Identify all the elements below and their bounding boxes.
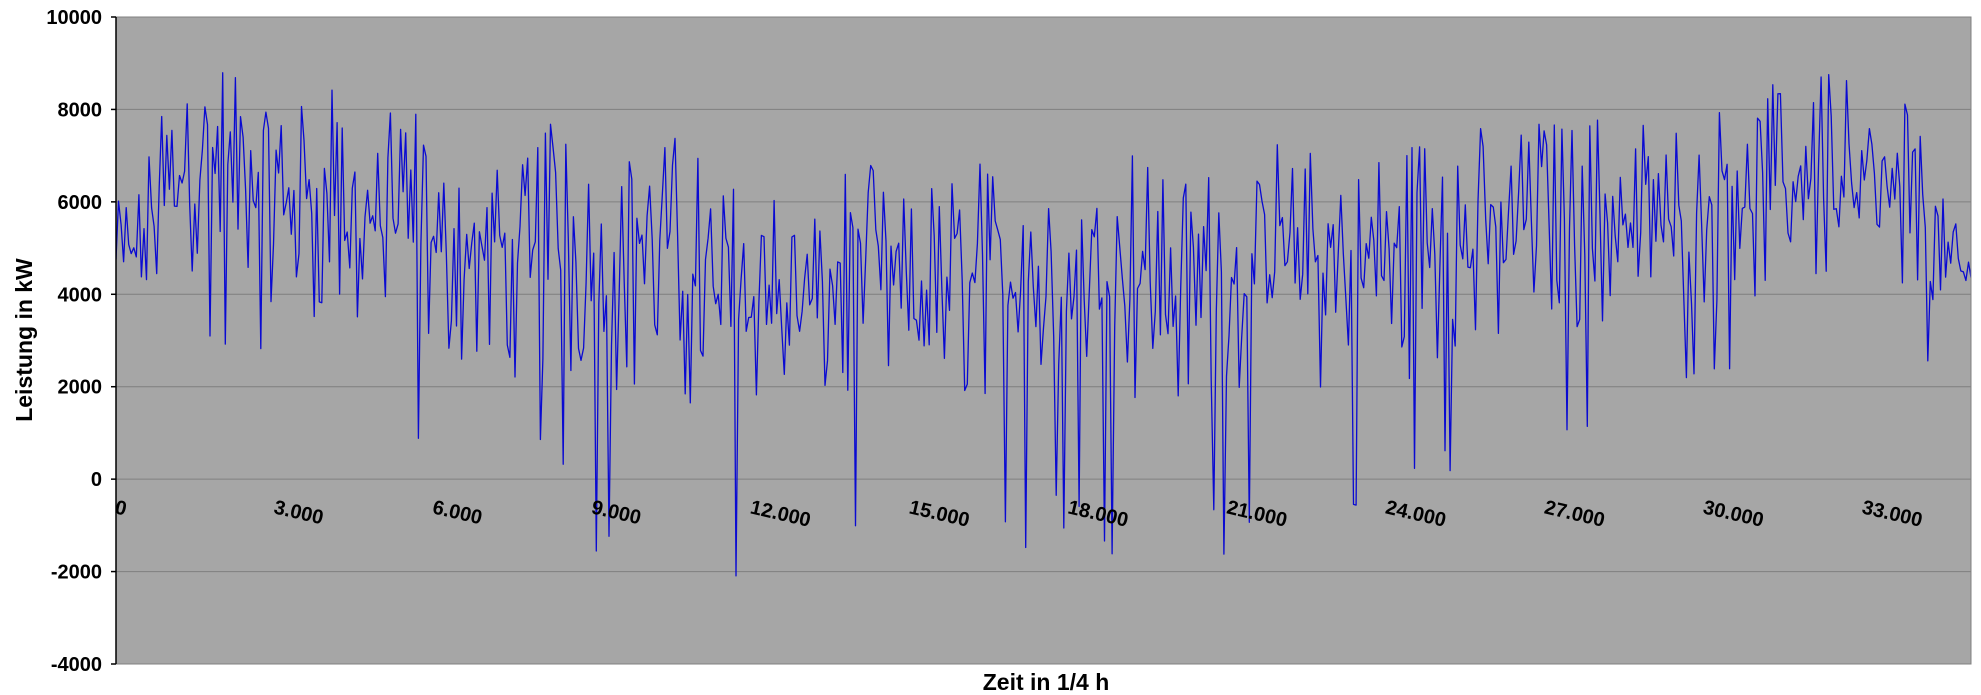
- y-tick-label: 8000: [58, 99, 103, 121]
- y-tick-label: 10000: [46, 7, 102, 29]
- y-axis-title: Leistung in kW: [11, 258, 37, 422]
- y-axis-ticks: 10000 8000 6000 4000 2000 0 -2000 -4000: [46, 7, 116, 676]
- y-tick-label: 4000: [58, 284, 103, 306]
- plot-area: [116, 17, 1971, 664]
- gridlines: [116, 108, 1971, 573]
- x-tick-label: 0: [113, 497, 129, 521]
- y-tick-label: 0: [91, 469, 102, 491]
- y-tick-label: 2000: [58, 377, 103, 399]
- power-series-line: [116, 72, 1971, 577]
- y-tick-label: -2000: [51, 562, 102, 584]
- data-series: [116, 72, 1971, 577]
- x-axis-title: Zeit in 1/4 h: [983, 669, 1110, 695]
- y-tick-label: -4000: [51, 654, 102, 676]
- y-tick-label: 6000: [58, 192, 103, 214]
